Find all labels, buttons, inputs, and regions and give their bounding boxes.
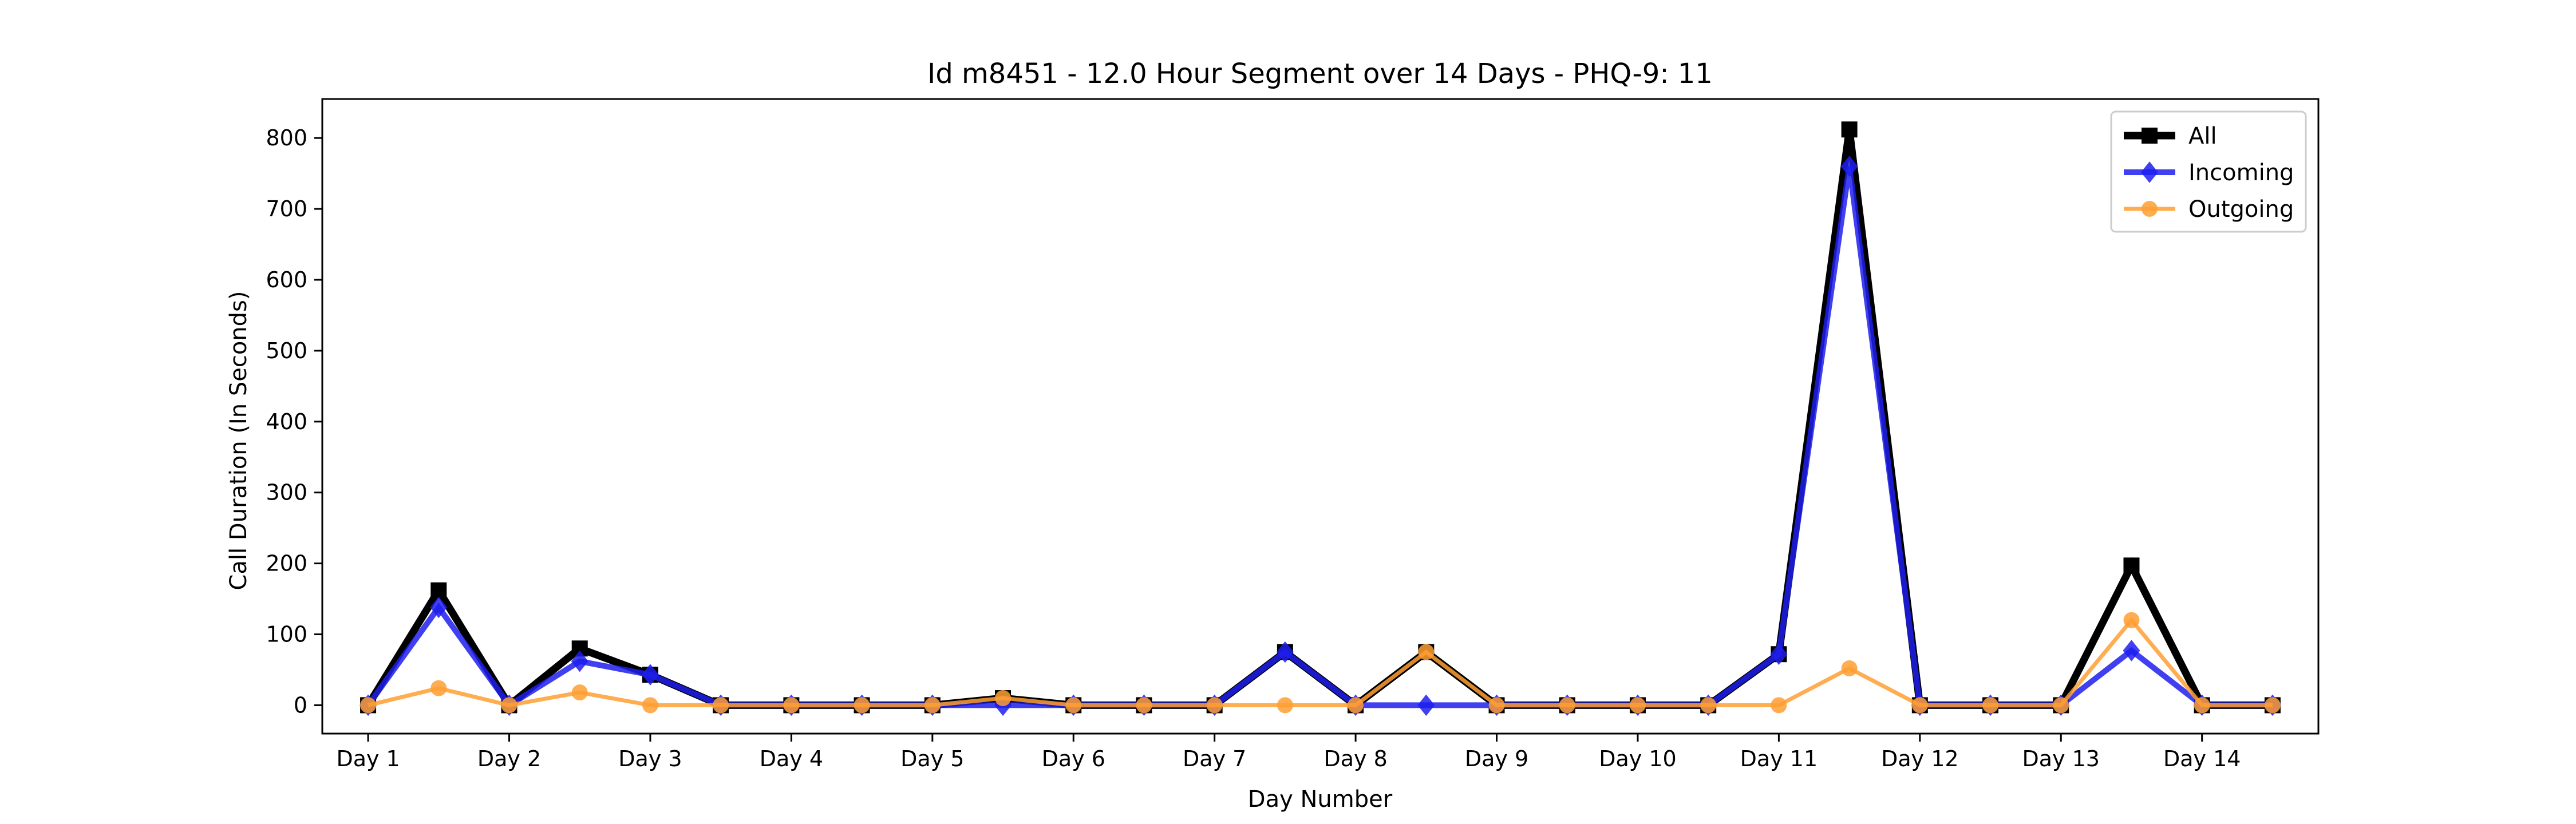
data-point-outgoing	[1418, 644, 1435, 660]
data-point-incoming	[641, 664, 659, 686]
legend-marker-incoming	[2141, 161, 2158, 183]
x-tick-label: Day 2	[477, 746, 541, 771]
legend-marker-outgoing	[2142, 201, 2158, 217]
data-point-outgoing	[1348, 697, 1364, 714]
data-point-outgoing	[713, 697, 729, 714]
data-point-incoming	[430, 596, 448, 619]
y-tick-label: 600	[266, 267, 307, 292]
y-tick-label: 800	[266, 125, 307, 150]
data-point-incoming	[571, 650, 588, 672]
series-line-outgoing	[368, 617, 2273, 708]
data-point-outgoing	[1559, 697, 1575, 714]
data-point-all	[2123, 557, 2140, 574]
legend-marker-all	[2142, 128, 2158, 144]
x-tick-label: Day 12	[1881, 746, 1958, 771]
data-point-outgoing	[1629, 697, 1646, 714]
data-point-outgoing	[1065, 697, 1082, 714]
data-point-outgoing	[571, 684, 588, 701]
data-point-incoming	[2123, 640, 2140, 661]
x-tick-label: Day 4	[760, 746, 823, 771]
data-point-outgoing	[360, 697, 377, 714]
data-point-outgoing	[995, 690, 1012, 707]
data-point-outgoing	[430, 680, 447, 696]
y-tick-label: 500	[266, 338, 307, 363]
data-point-outgoing	[1911, 697, 1928, 714]
data-point-incoming	[1276, 641, 1294, 663]
data-point-incoming	[1840, 155, 1858, 177]
data-point-outgoing	[642, 697, 658, 714]
x-tick-label: Day 9	[1465, 746, 1528, 771]
data-point-outgoing	[924, 697, 941, 714]
y-tick-label: 400	[266, 409, 307, 434]
data-point-outgoing	[1206, 697, 1223, 714]
legend-box	[2110, 110, 2307, 233]
y-tick-label: 300	[266, 480, 307, 505]
x-tick-label: Day 7	[1183, 746, 1246, 771]
data-point-outgoing	[2264, 697, 2281, 714]
series-line-all	[365, 129, 2273, 711]
data-point-outgoing	[1771, 697, 1787, 714]
data-point-outgoing	[1982, 697, 1999, 714]
x-tick-label: Day 5	[900, 746, 964, 771]
x-tick-label: Day 1	[336, 746, 400, 771]
x-tick-label: Day 8	[1323, 746, 1387, 771]
y-axis-title: Call Duration (In Seconds)	[226, 291, 252, 591]
data-point-outgoing	[1841, 660, 1858, 677]
legend-label-incoming: Incoming	[2188, 160, 2294, 186]
data-point-outgoing	[1700, 697, 1717, 714]
data-point-outgoing	[783, 697, 800, 714]
data-point-all	[1841, 121, 1858, 138]
data-point-outgoing	[2053, 697, 2069, 714]
legend-label-outgoing: Outgoing	[2188, 196, 2294, 223]
data-point-outgoing	[1136, 697, 1152, 714]
y-tick-label: 0	[294, 692, 307, 718]
x-tick-label: Day 3	[618, 746, 682, 771]
plot-frame	[321, 98, 2320, 735]
data-point-outgoing	[501, 697, 517, 714]
x-axis-title: Day Number	[1248, 786, 1393, 813]
data-point-incoming	[1770, 643, 1788, 665]
data-point-incoming	[1417, 694, 1435, 716]
data-point-outgoing	[854, 697, 870, 714]
series-line-incoming	[366, 165, 2273, 710]
data-point-outgoing	[1488, 697, 1505, 714]
data-point-all	[430, 582, 447, 599]
x-tick-label: Day 6	[1042, 746, 1105, 771]
x-tick-label: Day 11	[1740, 746, 1818, 771]
chart-title: Id m8451 - 12.0 Hour Segment over 14 Day…	[927, 58, 1713, 90]
x-tick-label: Day 14	[2163, 746, 2241, 771]
plot-area: 0 100 200 300 400 500 600 700 800 Day 1 Day 2 Day 3…	[266, 98, 2320, 771]
y-tick-label: 700	[266, 196, 307, 221]
y-tick-label: 200	[266, 551, 307, 576]
y-tick-label: 100	[266, 622, 307, 647]
data-point-outgoing	[2194, 697, 2210, 714]
data-point-outgoing	[2123, 612, 2140, 628]
x-tick-label: Day 13	[2022, 746, 2100, 771]
x-tick-label: Day 10	[1599, 746, 1676, 771]
data-point-outgoing	[1277, 697, 1293, 714]
legend-label-all: All	[2188, 123, 2217, 149]
